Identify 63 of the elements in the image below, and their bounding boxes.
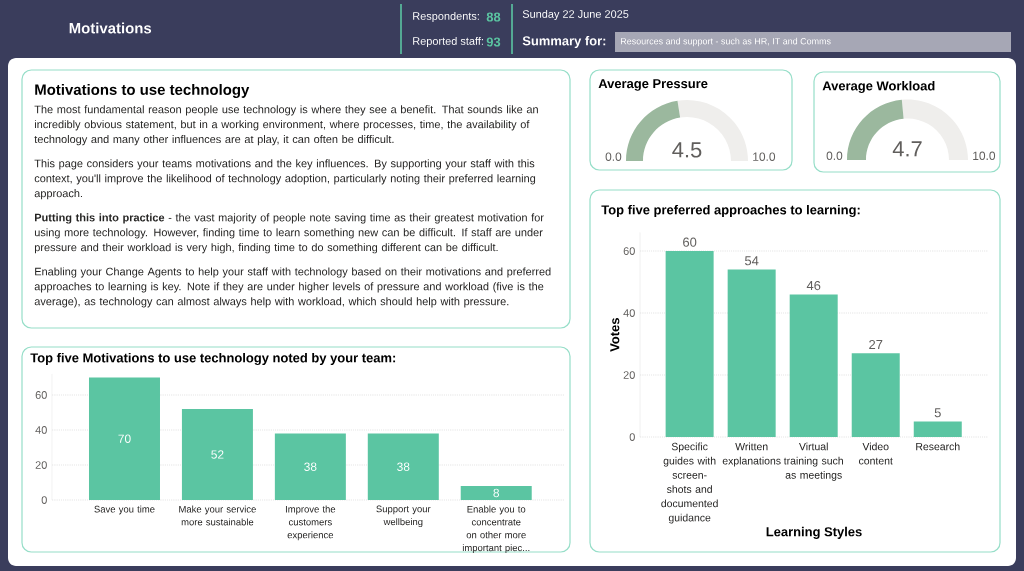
text: Motivations to use technology	[35, 83, 250, 98]
x-tick-label: Specific guides with screen-shots and documented guidance	[661, 442, 718, 524]
bar	[789, 294, 838, 437]
y-tick-label: 60	[35, 391, 47, 399]
chart-title: Top five Motivations to use technology noted by your team:	[30, 352, 396, 366]
text: 93	[486, 37, 501, 47]
data-label: 4.5	[672, 142, 702, 158]
x-tick-label: Virtual training such as meetings	[783, 442, 843, 481]
data-label: 38	[397, 462, 410, 471]
text: Putting this into practice - the vast majority of people note saving time as their greatest motivation for using more technology. However, finding time to learn something new can be difficult. If staff are under pressure and their workload is very high, finding time to do something different can be difficult.	[34, 213, 544, 254]
bar	[665, 251, 714, 437]
text: 10.0	[753, 152, 776, 161]
x-tick-label: Written explanations	[722, 442, 781, 467]
x-tick-label: Research	[916, 442, 960, 451]
text: Enabling your Change Agents to help your staff with technology based on their motivations and preferred approaches to learning is key. Note if they are under higher levels of pressure and workload (five is the average), as technology can almost always help with workload, which should help with pressure.	[34, 267, 551, 308]
text: Motivations	[69, 22, 152, 34]
data-label: 5	[934, 408, 941, 418]
text: Sunday 22 June 2025	[522, 9, 629, 21]
x-tick-label: Save you time	[94, 505, 155, 515]
text: 0.0	[826, 151, 843, 160]
chart-title: Top five preferred approaches to learning:	[601, 204, 860, 218]
bar	[181, 408, 253, 500]
text: Average Workload	[822, 80, 935, 94]
y-tick-label: 20	[35, 461, 47, 469]
text: The most fundamental reason people use technology is where they see a benefit. That sounds like an incredibly obvious statement, but in a working environment, where processes, time, the availability of technology and many other influences are at play, it can often be difficult.	[34, 105, 538, 146]
bar	[274, 433, 346, 500]
y-tick-label: 60	[623, 247, 635, 255]
text: 88	[486, 12, 501, 22]
data-label: 70	[118, 434, 131, 443]
text: 0.0	[605, 152, 622, 161]
x-tick-label: Improve the customers experience	[285, 505, 336, 541]
y-axis-title: Votes	[610, 318, 620, 352]
x-tick-label: Enable you to concentrate on other more important piec...	[462, 505, 530, 554]
x-tick-label: Video content	[859, 442, 893, 465]
text: Resources and support - such as HR, IT and Comms	[621, 37, 831, 47]
y-tick-label: 40	[35, 426, 47, 434]
text: 10.0	[973, 151, 996, 160]
text: Respondents:	[413, 11, 479, 23]
data-label: 4.7	[892, 141, 922, 157]
data-label: 38	[304, 462, 317, 471]
data-label: 52	[211, 450, 224, 459]
bar	[913, 421, 962, 437]
x-axis-title: Learning Styles	[766, 526, 862, 539]
data-label: 54	[744, 256, 759, 266]
bar	[851, 353, 900, 437]
data-label: 60	[683, 237, 697, 247]
text: This page considers your teams motivations and the key influences. By supporting your staff with this context, you'll improve the likelihood of technology adoption, particularly noting their preferred learning approach.	[34, 159, 536, 200]
bar	[367, 433, 439, 500]
bar	[727, 269, 776, 437]
data-label: 8	[493, 488, 500, 498]
data-label: 27	[869, 339, 883, 350]
text: Reported staff:	[413, 36, 483, 48]
bar	[460, 486, 532, 500]
y-tick-label: 0	[629, 433, 635, 441]
y-tick-label: 40	[623, 309, 635, 317]
y-tick-label: 0	[41, 496, 47, 504]
y-tick-label: 20	[623, 371, 635, 379]
x-tick-label: Support your wellbeing	[376, 505, 431, 528]
data-label: 46	[806, 280, 821, 291]
text: Average Pressure	[598, 79, 708, 91]
x-tick-label: Make your service more sustainable	[179, 505, 256, 526]
bar	[88, 377, 160, 500]
text: Summary for:	[522, 35, 606, 49]
